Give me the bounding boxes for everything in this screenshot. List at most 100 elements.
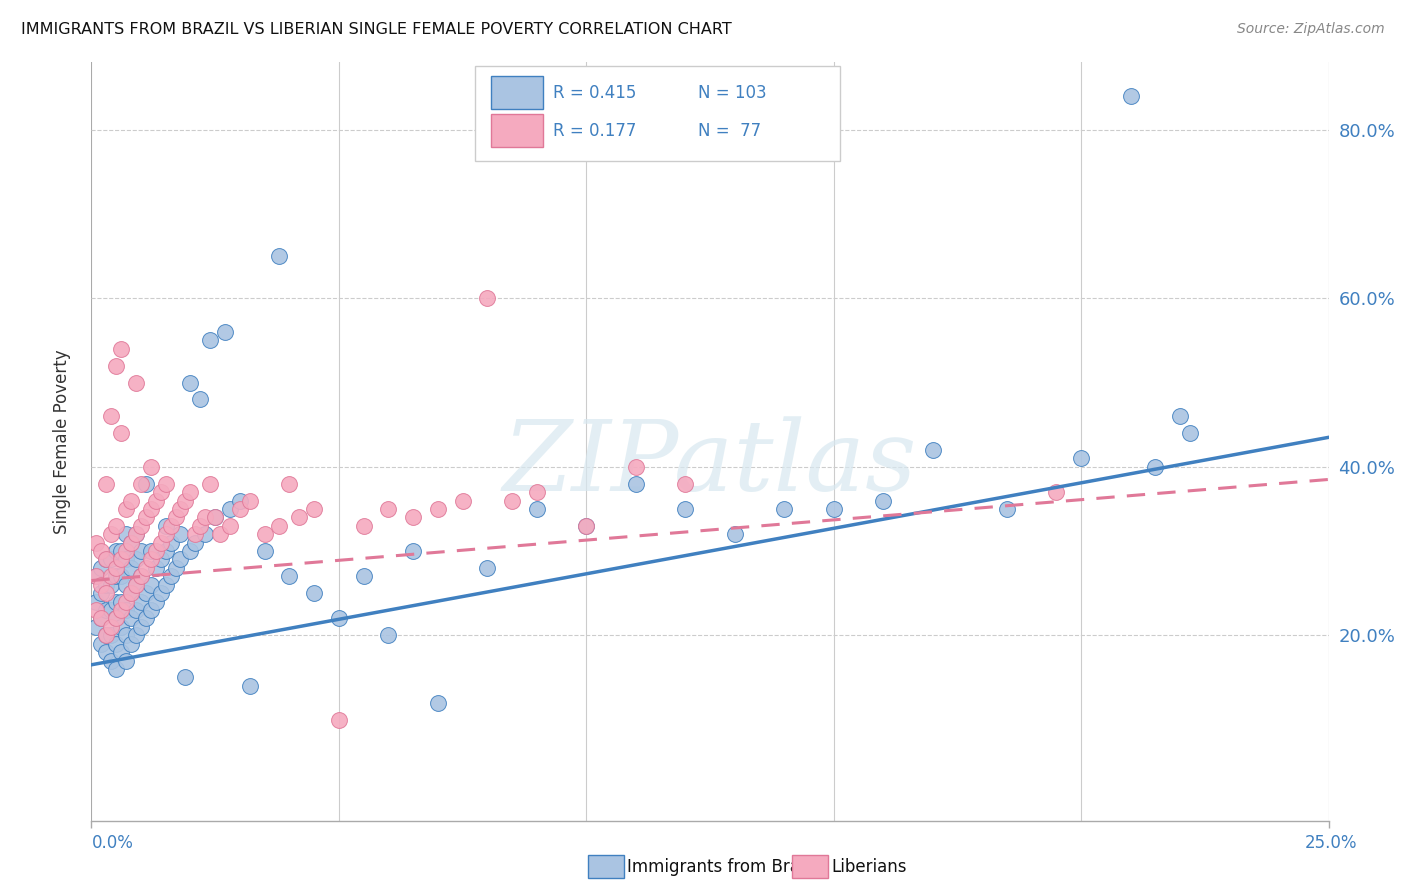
Point [139, 544, 162, 558]
Point [110, 603, 132, 617]
Point [135, 561, 157, 575]
Point [575, 518, 598, 533]
Point [110, 426, 132, 441]
Text: 0.0%: 0.0% [91, 834, 134, 852]
Point [139, 552, 162, 566]
Point [1144, 459, 1167, 474]
Point [278, 569, 301, 583]
Point [100, 620, 122, 634]
Point [120, 493, 142, 508]
Point [105, 662, 128, 676]
Point [184, 535, 207, 549]
Point [125, 552, 148, 566]
Point [219, 502, 242, 516]
Point [209, 527, 232, 541]
Point [120, 611, 142, 625]
Point [426, 696, 449, 710]
Point [105, 518, 128, 533]
Point [328, 611, 350, 625]
Point [115, 552, 138, 566]
Point [105, 569, 128, 583]
Point [105, 544, 128, 558]
Point [198, 476, 221, 491]
Point [155, 527, 177, 541]
Point [125, 628, 148, 642]
Point [526, 485, 548, 500]
Point [239, 493, 262, 508]
Point [115, 654, 138, 668]
Point [115, 628, 138, 642]
Point [724, 527, 747, 541]
Point [169, 527, 191, 541]
Point [125, 578, 148, 592]
Point [120, 586, 142, 600]
Point [169, 502, 191, 516]
Point [179, 376, 201, 390]
Point [1119, 89, 1142, 103]
Point [773, 502, 796, 516]
Point [921, 442, 943, 457]
Point [229, 493, 252, 508]
Point [139, 578, 162, 592]
Point [302, 586, 325, 600]
Point [90, 611, 112, 625]
Point [328, 713, 350, 727]
Point [139, 459, 162, 474]
Point [90, 561, 112, 575]
Point [120, 535, 142, 549]
Point [100, 409, 122, 424]
Point [194, 510, 217, 524]
Point [100, 654, 122, 668]
Point [426, 502, 449, 516]
Point [96, 586, 118, 600]
Point [139, 603, 162, 617]
Text: Source: ZipAtlas.com: Source: ZipAtlas.com [1237, 22, 1385, 37]
Point [155, 578, 177, 592]
Point [188, 392, 211, 407]
Point [125, 527, 148, 541]
Point [90, 544, 112, 558]
Point [477, 291, 499, 305]
Point [377, 502, 399, 516]
Point [1070, 451, 1092, 466]
Point [204, 510, 226, 524]
Point [135, 586, 157, 600]
Point [198, 334, 221, 348]
Point [995, 502, 1018, 516]
Point [145, 594, 167, 608]
Point [155, 518, 177, 533]
Point [100, 578, 122, 592]
Point [501, 493, 523, 508]
Point [184, 527, 207, 541]
Point [229, 502, 252, 516]
Point [115, 578, 138, 592]
Point [129, 594, 152, 608]
Point [86, 620, 108, 634]
Point [253, 544, 276, 558]
Point [253, 527, 276, 541]
Point [105, 561, 128, 575]
Point [288, 510, 311, 524]
Point [125, 376, 148, 390]
Point [125, 603, 148, 617]
Point [110, 569, 132, 583]
Point [624, 476, 647, 491]
Point [96, 628, 118, 642]
Point [100, 628, 122, 642]
Point [179, 544, 201, 558]
Point [100, 552, 122, 566]
Point [155, 476, 177, 491]
Point [1168, 409, 1191, 424]
Point [86, 569, 108, 583]
Point [165, 510, 187, 524]
Point [353, 518, 375, 533]
Point [204, 510, 226, 524]
Point [90, 586, 112, 600]
Point [115, 594, 138, 608]
Text: R = 0.415: R = 0.415 [553, 84, 637, 102]
Point [145, 493, 167, 508]
Point [105, 637, 128, 651]
Point [159, 518, 181, 533]
Point [149, 535, 172, 549]
Point [179, 485, 201, 500]
